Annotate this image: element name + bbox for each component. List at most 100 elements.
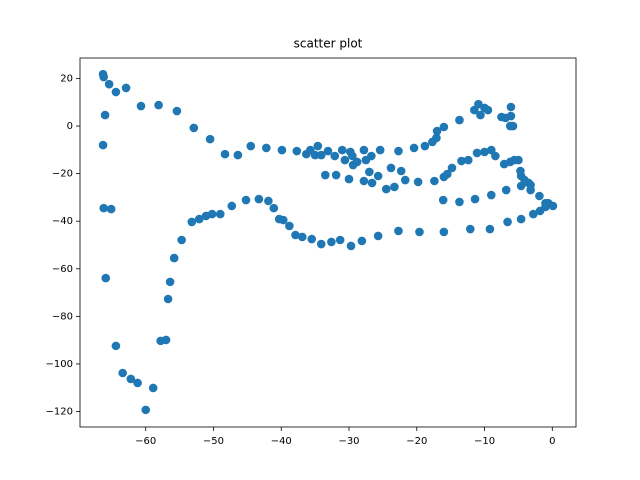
x-tick-label: −30 [338,436,359,447]
point [439,122,449,132]
point [535,191,544,201]
point [106,204,116,214]
point [337,145,347,155]
point [439,172,449,182]
point [148,383,158,393]
point [432,126,442,136]
point [187,217,197,227]
point [323,146,333,156]
point [373,231,383,241]
point [506,102,516,112]
point [457,156,466,166]
x-tick-label: 0 [549,436,555,447]
point [508,121,518,131]
point [365,167,374,177]
point [101,273,111,283]
point [348,151,357,161]
point [491,151,500,161]
point [169,253,179,263]
x-tick-label: −60 [135,436,156,447]
point [98,140,108,150]
chart-title: scatter plot [294,37,363,51]
point [118,368,127,378]
point [447,163,457,173]
point [455,115,464,125]
point [526,185,535,195]
point [455,197,464,207]
point [439,227,449,237]
point [400,175,410,185]
point [420,141,430,151]
point [99,203,109,213]
point [432,133,441,143]
point [415,227,424,237]
point [277,145,287,155]
point [514,155,523,165]
point [346,241,356,251]
point [291,230,300,240]
point [227,201,237,211]
point [154,100,163,110]
point [313,141,323,151]
point [163,294,173,304]
point [396,166,406,176]
y-tick-label: −120 [46,407,73,418]
point [141,405,151,415]
point [501,185,511,195]
point [274,214,284,224]
point [285,221,294,231]
point [233,150,243,160]
point [264,196,273,206]
x-tick-label: −50 [203,436,224,447]
x-tick-label: −40 [271,436,292,447]
point [470,194,480,204]
point [359,176,369,186]
point [409,143,419,153]
point [430,176,439,186]
point [136,101,146,111]
point [381,184,391,194]
point [367,178,377,188]
point [438,195,448,205]
point [386,163,396,173]
point [220,149,230,159]
point [156,336,165,346]
point [201,211,211,221]
x-tick-label: −20 [406,436,427,447]
axes-frame [79,57,577,428]
y-tick-label: −80 [52,311,73,322]
point [165,277,175,287]
point [262,143,271,153]
point [297,232,307,242]
point [472,148,482,158]
point [189,123,199,133]
point [541,198,550,208]
point [485,224,495,234]
point [331,170,341,180]
point [463,155,473,165]
point [269,203,279,213]
point [394,226,403,236]
point [133,378,142,388]
point [327,237,336,247]
point [104,79,114,89]
point [100,110,110,120]
point [503,217,512,227]
point [241,195,251,205]
point [340,155,350,165]
point [292,146,302,156]
point [194,214,204,224]
point [352,157,362,167]
y-tick-label: 0 [67,121,73,132]
point [480,147,489,157]
point [316,239,326,249]
point [394,146,403,156]
point [330,151,340,161]
y-tick-label: −60 [52,264,73,275]
point [111,87,121,97]
y-tick-label: −20 [52,169,73,180]
point [177,235,186,245]
point [254,194,264,204]
point [476,110,485,120]
